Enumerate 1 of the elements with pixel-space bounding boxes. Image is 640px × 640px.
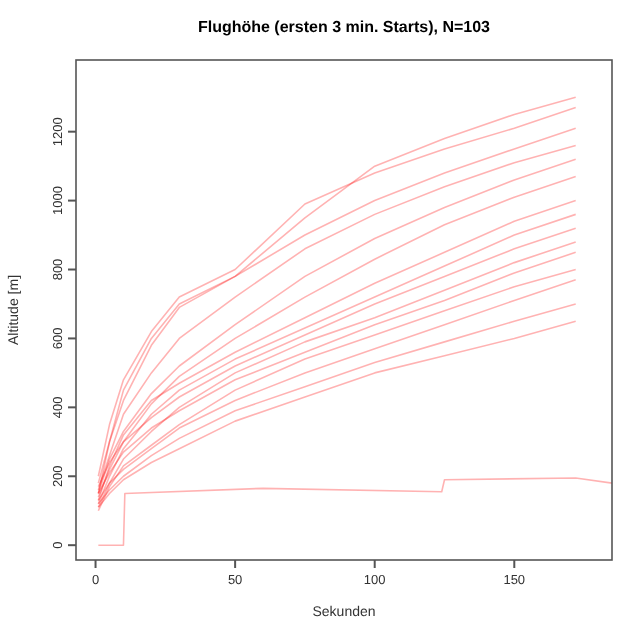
chart-title: Flughöhe (ersten 3 min. Starts), N=103 bbox=[197, 18, 492, 36]
